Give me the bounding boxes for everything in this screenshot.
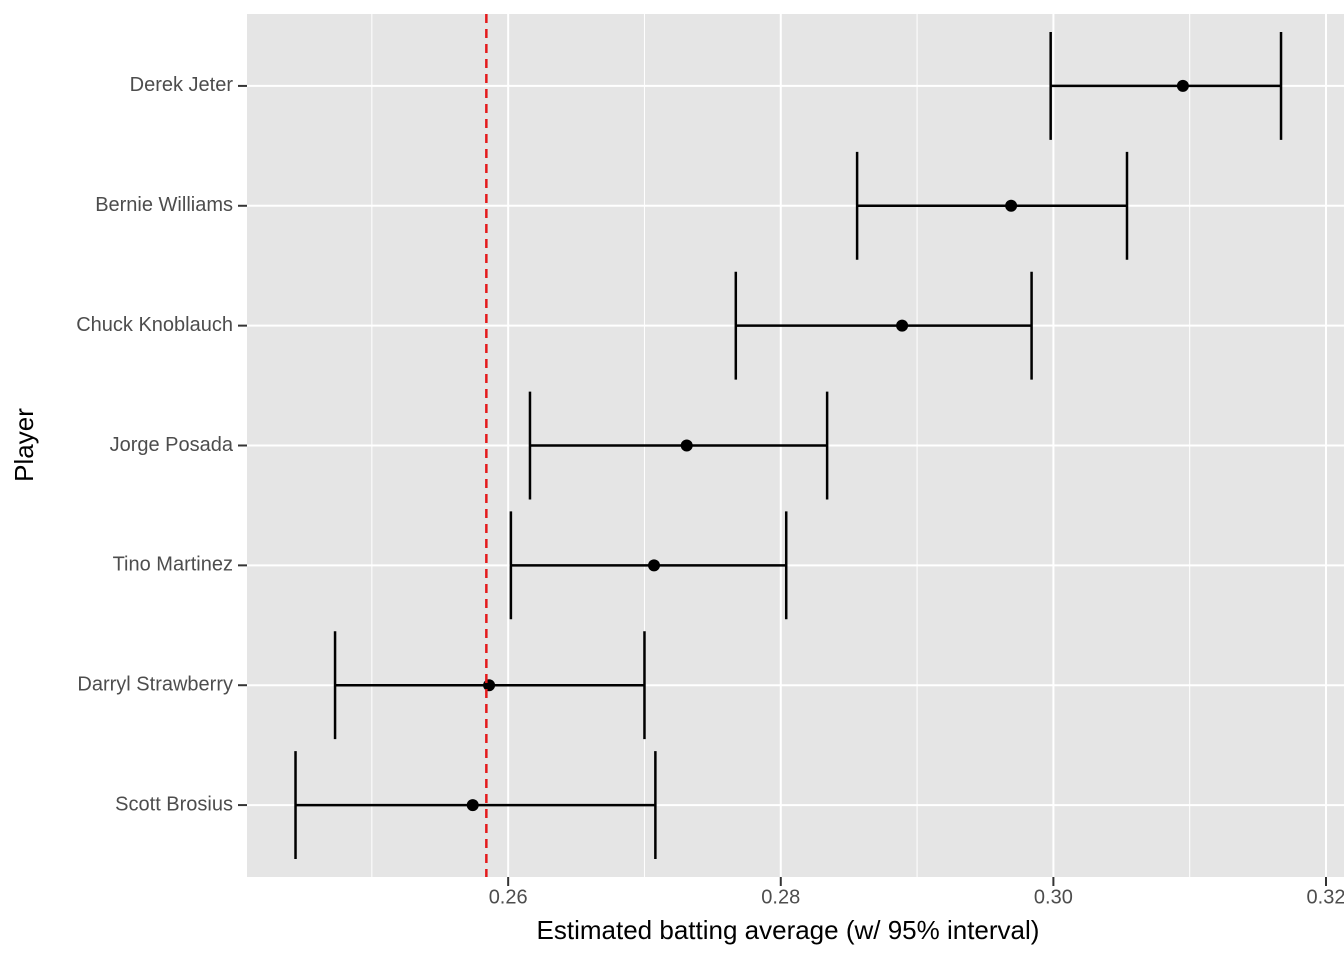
y-tick-label: Chuck Knoblauch xyxy=(76,314,233,336)
y-tick-label: Darryl Strawberry xyxy=(77,674,233,696)
y-tick-label: Derek Jeter xyxy=(130,74,234,96)
point xyxy=(1005,199,1018,212)
point xyxy=(680,439,693,452)
y-axis-title: Player xyxy=(9,408,39,482)
x-axis-title: Estimated batting average (w/ 95% interv… xyxy=(537,915,1040,945)
point xyxy=(648,559,661,572)
y-tick-label: Jorge Posada xyxy=(110,434,234,456)
x-tick-label: 0.30 xyxy=(1034,886,1073,908)
x-tick-label: 0.28 xyxy=(761,886,800,908)
marks xyxy=(294,14,1283,877)
y-tick-label: Tino Martinez xyxy=(113,554,233,576)
x-tick-label: 0.26 xyxy=(489,886,528,908)
point xyxy=(466,799,479,812)
point xyxy=(896,319,909,332)
y-tick-label: Bernie Williams xyxy=(95,194,233,216)
point xyxy=(483,679,496,692)
y-tick-label: Scott Brosius xyxy=(115,793,233,815)
point xyxy=(1176,79,1189,92)
x-tick-label: 0.32 xyxy=(1307,886,1344,908)
